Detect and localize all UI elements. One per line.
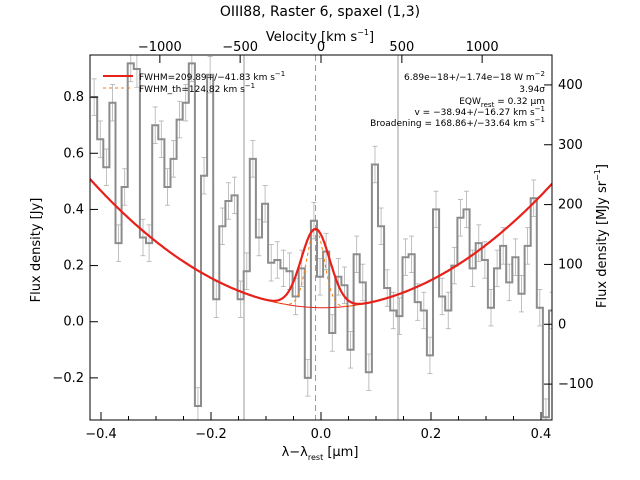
x-tick-label: −0.2 xyxy=(195,427,227,442)
spectrum-step-line xyxy=(91,62,552,419)
y2-tick-label: 100 xyxy=(558,257,583,272)
plot-inner xyxy=(90,55,552,420)
y-tick-label: −0.2 xyxy=(52,371,84,386)
x-tick-label: 0.2 xyxy=(421,427,442,442)
x-tick-label: 0.4 xyxy=(531,427,552,442)
y-axis-label: Flux density [Jy] xyxy=(29,198,44,303)
y-tick-label: 0.2 xyxy=(63,259,84,274)
y2-tick-label: 300 xyxy=(558,138,583,153)
line-fit-curve xyxy=(90,178,552,305)
y-tick-label: 0.4 xyxy=(63,202,84,217)
legend-entry-fwhm-th: FWHM_th=124.82 km s−1 xyxy=(139,82,255,95)
y-tick-label: 0.8 xyxy=(63,90,84,105)
y2-tick-label: 0 xyxy=(558,317,566,332)
top-axis-label: Velocity [km s−1] xyxy=(266,28,374,45)
annotation-velocity: v = −38.94+/−16.27 km s−1 xyxy=(415,105,546,118)
top-tick-label: 500 xyxy=(389,40,414,55)
y-tick-label: 0.6 xyxy=(63,146,84,161)
top-tick-label: 1000 xyxy=(466,40,499,55)
y2-tick-label: 200 xyxy=(558,198,583,213)
legend-entry-fwhm: FWHM=209.89+/−41.83 km s−1 xyxy=(139,70,285,83)
annotation-broadening: Broadening = 168.86+/−33.64 km s−1 xyxy=(370,116,545,129)
y2-tick-label: 400 xyxy=(558,78,583,93)
chart-title: OIII88, Raster 6, spaxel (1,3) xyxy=(220,4,420,20)
plot-area: −0.4 −0.2 0.0 0.2 0.4−1000 −500 0 500 1000−0.20.… xyxy=(52,40,594,442)
annotation-sigma: 3.94σ xyxy=(519,85,545,95)
y2-tick-label: −100 xyxy=(558,377,594,392)
y2-axis-label: Flux density [MJy sr−1] xyxy=(593,164,610,308)
annotation-flux: 6.89e−18+/−1.74e−18 W m−2 xyxy=(404,70,545,83)
y-tick-label: 0.0 xyxy=(63,315,84,330)
top-tick-label: 0 xyxy=(317,40,325,55)
top-tick-label: −1000 xyxy=(138,40,182,55)
x-tick-label: −0.4 xyxy=(85,427,117,442)
x-axis-label: λ−λrest [μm] xyxy=(282,445,359,462)
x-tick-label: 0.0 xyxy=(311,427,332,442)
annotation-eqw: EQWrest = 0.32 μm xyxy=(459,97,545,109)
top-tick-label: −500 xyxy=(222,40,258,55)
